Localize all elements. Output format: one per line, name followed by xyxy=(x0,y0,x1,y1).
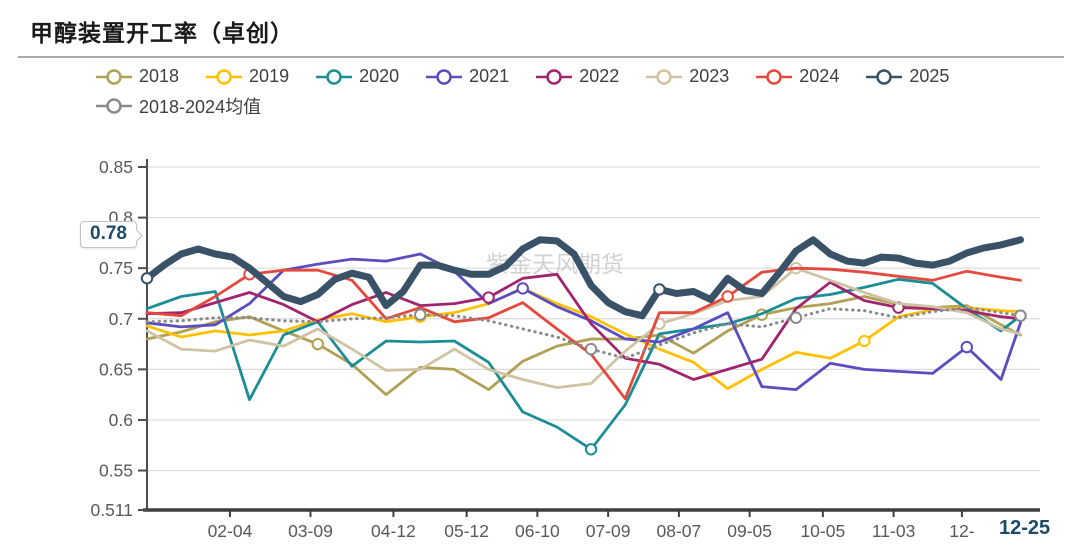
legend-item-2020[interactable]: 2020 xyxy=(316,66,399,87)
x-tick-label: 03-09 xyxy=(288,521,333,541)
y-tick-label: 0.85 xyxy=(99,157,133,177)
y-tick-label: 0.6 xyxy=(109,410,133,430)
legend-marker-icon xyxy=(96,98,132,114)
series-marker-2024 xyxy=(721,290,734,303)
legend-label: 2025 xyxy=(909,66,950,86)
legend-label: 2024 xyxy=(799,66,840,86)
x-tick-label: 07-09 xyxy=(586,521,631,541)
latest-value-callout: 0.78 xyxy=(80,221,137,248)
series-marker-2019 xyxy=(858,334,871,348)
legend-marker-icon xyxy=(96,68,132,85)
legend-label: 2020 xyxy=(359,66,400,86)
legend-item-2022[interactable]: 2022 xyxy=(536,66,619,87)
y-tick-label: 0.55 xyxy=(99,461,133,481)
series-marker-2018-2024均值 xyxy=(1014,309,1027,322)
y-tick-label: 0.65 xyxy=(99,359,133,379)
series-line-2018 xyxy=(145,295,1022,397)
legend-marker-icon xyxy=(866,68,903,85)
series-marker-2018-2024均值 xyxy=(584,342,598,356)
series-marker-2018-2024均值 xyxy=(789,311,803,324)
x-tick-label: 04-12 xyxy=(371,521,416,541)
legend-item-2023[interactable]: 2023 xyxy=(646,66,729,87)
series-marker-2025 xyxy=(653,283,666,296)
series-marker-2020 xyxy=(584,443,598,456)
series-marker-2018 xyxy=(311,337,324,351)
legend-label: 2019 xyxy=(249,66,290,86)
legend-marker-icon xyxy=(536,68,573,85)
x-tick-label: 06-10 xyxy=(515,521,560,541)
x-tick-label: 09-05 xyxy=(727,521,772,541)
legend-item-2021[interactable]: 2021 xyxy=(426,66,509,87)
legend-label: 2018-2024均值 xyxy=(139,97,262,117)
series-line-2021 xyxy=(145,252,1022,392)
series-line-2022 xyxy=(145,272,1022,381)
legend-marker-icon xyxy=(756,68,793,85)
title-divider xyxy=(18,56,1064,58)
series-line-2023 xyxy=(145,266,1022,390)
latest-date-callout: 12-25 xyxy=(995,517,1055,540)
series-marker-2018-2024均值 xyxy=(414,308,427,321)
legend-item-2018-2024均值[interactable]: 2018-2024均值 xyxy=(96,93,261,119)
legend-label: 2018 xyxy=(139,66,180,86)
legend-marker-icon xyxy=(646,68,683,85)
series-line-2019 xyxy=(145,286,1022,391)
series-marker-2021 xyxy=(516,282,529,295)
legend-row: 2018 2019 2020 2021 2022 2023 2024 2025 xyxy=(96,66,949,87)
legend-label: 2022 xyxy=(579,66,620,86)
legend-item-2024[interactable]: 2024 xyxy=(756,66,839,87)
legend-label: 2023 xyxy=(689,66,730,86)
y-tick-label: 0.7 xyxy=(109,309,133,329)
legend-row: 2018-2024均值 xyxy=(96,93,949,119)
series-line-2025 xyxy=(143,236,1024,320)
x-tick-label: 08-07 xyxy=(657,521,702,541)
x-tick-label: 11-03 xyxy=(872,521,915,541)
series-marker-2022 xyxy=(482,291,495,304)
legend-label: 2021 xyxy=(469,66,510,86)
y-tick-label: 0.511 xyxy=(91,500,134,520)
legend-item-2019[interactable]: 2019 xyxy=(206,66,289,87)
series-marker-2021 xyxy=(960,340,974,354)
chart-legend: 2018 2019 2020 2021 2022 2023 2024 2025 2018-202… xyxy=(96,66,949,119)
x-tick-label: 12- xyxy=(949,521,974,541)
legend-item-2018[interactable]: 2018 xyxy=(96,66,179,87)
legend-marker-icon xyxy=(206,68,243,85)
x-tick-label: 10-05 xyxy=(800,521,845,541)
legend-marker-icon xyxy=(426,68,463,85)
y-tick-label: 0.75 xyxy=(99,258,133,278)
series-marker-2025 xyxy=(140,272,154,285)
x-tick-label: 02-04 xyxy=(208,521,253,541)
page-title: 甲醇装置开工率（卓创） xyxy=(30,20,294,46)
legend-marker-icon xyxy=(316,68,353,85)
x-tick-label: 05-12 xyxy=(444,521,489,541)
legend-item-2025[interactable]: 2025 xyxy=(866,66,949,87)
